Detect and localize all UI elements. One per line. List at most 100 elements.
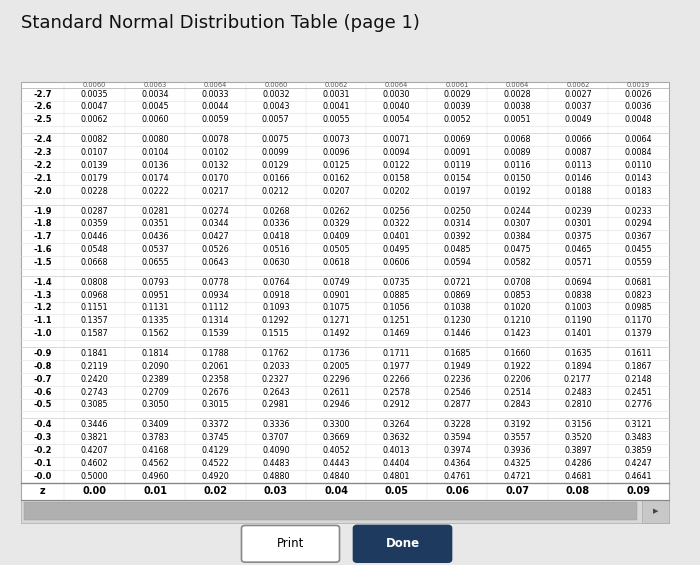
Text: 0.0059: 0.0059: [202, 115, 230, 124]
Text: 0.0668: 0.0668: [81, 258, 108, 267]
FancyBboxPatch shape: [642, 500, 668, 523]
Text: 0.4325: 0.4325: [503, 459, 531, 468]
Text: 0.0170: 0.0170: [202, 174, 229, 182]
Text: 0.0035: 0.0035: [80, 90, 108, 99]
Text: 0.0808: 0.0808: [81, 278, 108, 287]
Text: 0.0401: 0.0401: [383, 232, 410, 241]
Text: 0.1075: 0.1075: [323, 303, 350, 312]
Text: 0.0116: 0.0116: [504, 161, 531, 170]
Text: 0.0749: 0.0749: [323, 278, 350, 287]
Text: 0.2061: 0.2061: [202, 362, 229, 371]
Text: 0.0045: 0.0045: [141, 102, 169, 111]
Text: 0.0041: 0.0041: [323, 102, 350, 111]
Text: 0.2005: 0.2005: [323, 362, 350, 371]
Text: 0.3632: 0.3632: [383, 433, 410, 442]
FancyBboxPatch shape: [241, 525, 340, 562]
Text: 0.2578: 0.2578: [383, 388, 411, 397]
Text: 0.4207: 0.4207: [80, 446, 108, 455]
Text: 0.0071: 0.0071: [383, 135, 410, 144]
FancyBboxPatch shape: [354, 525, 452, 562]
Text: 0.2776: 0.2776: [624, 401, 652, 410]
Text: 0.0307: 0.0307: [504, 219, 531, 228]
Text: 0.1949: 0.1949: [443, 362, 471, 371]
Text: 0.2877: 0.2877: [443, 401, 471, 410]
Text: -0.0: -0.0: [34, 472, 52, 481]
Text: 0.1539: 0.1539: [202, 329, 230, 338]
Text: 0.1635: 0.1635: [564, 349, 592, 358]
Text: 0.0019: 0.0019: [626, 82, 650, 88]
Text: 0.0274: 0.0274: [202, 207, 230, 215]
Text: 0.2676: 0.2676: [202, 388, 230, 397]
Text: 0.0694: 0.0694: [564, 278, 592, 287]
Text: 0.0228: 0.0228: [80, 186, 108, 195]
Text: 0.0031: 0.0031: [323, 90, 350, 99]
Text: 0.0060: 0.0060: [264, 82, 288, 88]
Text: 0.3897: 0.3897: [564, 446, 592, 455]
Text: 0.0033: 0.0033: [202, 90, 229, 99]
Text: 0.0125: 0.0125: [323, 161, 350, 170]
Text: 0.0089: 0.0089: [504, 148, 531, 157]
Text: 0.1685: 0.1685: [443, 349, 471, 358]
Text: 0.0096: 0.0096: [323, 148, 350, 157]
Text: 0.3936: 0.3936: [504, 446, 531, 455]
Text: 0.3264: 0.3264: [383, 420, 410, 429]
Text: 0.0062: 0.0062: [80, 115, 108, 124]
Text: 0.0068: 0.0068: [504, 135, 531, 144]
Text: 0.0516: 0.0516: [262, 245, 290, 254]
Text: 0.0029: 0.0029: [443, 90, 471, 99]
Text: 0.0418: 0.0418: [262, 232, 290, 241]
Text: 0.3085: 0.3085: [80, 401, 108, 410]
Text: 0.0084: 0.0084: [624, 148, 652, 157]
Text: -2.7: -2.7: [34, 90, 52, 99]
Text: 0.0040: 0.0040: [383, 102, 410, 111]
Text: 0.1020: 0.1020: [504, 303, 531, 312]
Text: 0.0061: 0.0061: [445, 82, 469, 88]
Text: 0.0062: 0.0062: [566, 82, 589, 88]
Text: -1.1: -1.1: [34, 316, 52, 325]
Text: 0.0132: 0.0132: [202, 161, 229, 170]
Text: 0.0222: 0.0222: [141, 186, 169, 195]
Text: 0.0064: 0.0064: [506, 82, 529, 88]
Text: 0.1379: 0.1379: [624, 329, 652, 338]
Text: 0.04: 0.04: [324, 486, 348, 497]
Text: 0.0202: 0.0202: [383, 186, 410, 195]
Text: 0.0038: 0.0038: [504, 102, 531, 111]
Text: 0.2912: 0.2912: [383, 401, 411, 410]
Text: 0.2743: 0.2743: [80, 388, 108, 397]
Text: Standard Normal Distribution Table (page 1): Standard Normal Distribution Table (page…: [21, 14, 420, 32]
Text: 0.4602: 0.4602: [80, 459, 108, 468]
Text: 0.0721: 0.0721: [443, 278, 471, 287]
Text: 0.0122: 0.0122: [383, 161, 410, 170]
Text: -0.2: -0.2: [34, 446, 52, 455]
Text: 0.0066: 0.0066: [564, 135, 592, 144]
Text: 0.1894: 0.1894: [564, 362, 592, 371]
Text: 0.0853: 0.0853: [504, 290, 531, 299]
Text: 0.2389: 0.2389: [141, 375, 169, 384]
Text: 0.4129: 0.4129: [202, 446, 230, 455]
Text: 0.0708: 0.0708: [504, 278, 531, 287]
Text: 0.3974: 0.3974: [443, 446, 471, 455]
Text: 0.0183: 0.0183: [624, 186, 652, 195]
Text: -0.6: -0.6: [34, 388, 52, 397]
Text: 0.4443: 0.4443: [323, 459, 350, 468]
Text: 0.0630: 0.0630: [262, 258, 290, 267]
Text: -1.4: -1.4: [34, 278, 52, 287]
Text: 0.2611: 0.2611: [323, 388, 350, 397]
Text: -0.7: -0.7: [34, 375, 52, 384]
Text: 0.2090: 0.2090: [141, 362, 169, 371]
Text: 0.4761: 0.4761: [443, 472, 471, 481]
Text: 0.0375: 0.0375: [564, 232, 592, 241]
Text: 0.1446: 0.1446: [443, 329, 471, 338]
Text: 0.1515: 0.1515: [262, 329, 290, 338]
Text: 0.0505: 0.0505: [323, 245, 350, 254]
Text: 0.0158: 0.0158: [383, 174, 410, 182]
Text: 0.0287: 0.0287: [80, 207, 108, 215]
Text: 0.1357: 0.1357: [80, 316, 108, 325]
Text: 0.0179: 0.0179: [80, 174, 108, 182]
Text: 0.07: 0.07: [505, 486, 529, 497]
Text: 0.0048: 0.0048: [624, 115, 652, 124]
Text: 0.0082: 0.0082: [80, 135, 108, 144]
Text: 0.3483: 0.3483: [624, 433, 652, 442]
Text: 0.0080: 0.0080: [141, 135, 169, 144]
Text: 0.3821: 0.3821: [80, 433, 108, 442]
